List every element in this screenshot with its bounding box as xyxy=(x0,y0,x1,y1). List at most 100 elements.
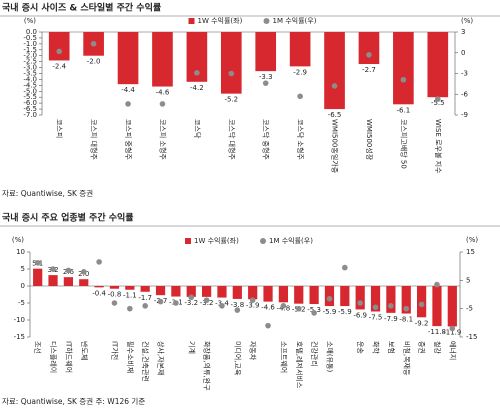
data-label: -6.1 xyxy=(397,106,411,114)
y2-tick-label: 0 xyxy=(461,49,465,57)
bar xyxy=(155,286,166,296)
bar xyxy=(355,286,365,310)
bar xyxy=(125,286,135,290)
y-tick-label: 10 xyxy=(16,248,25,256)
data-label: -4.4 xyxy=(121,86,135,94)
y-tick-label: -1.5 xyxy=(23,46,37,54)
bar xyxy=(48,32,70,61)
data-label: -2.4 xyxy=(52,62,66,70)
bar xyxy=(386,286,396,313)
dot xyxy=(228,70,235,77)
chart-title: 국내 증시 사이즈 & 스타일별 주간 수익률 xyxy=(2,2,161,14)
dot xyxy=(403,305,410,312)
dot xyxy=(203,297,210,303)
y-tick-label: -5.5 xyxy=(23,93,37,101)
x-tick-label: WMI500성장 xyxy=(365,119,374,161)
y-tick-label: -2.0 xyxy=(23,52,37,60)
data-label: -5.9 xyxy=(338,308,352,316)
x-tick-label: 코스피 대형주 xyxy=(90,119,99,160)
x-tick-label: 증권 xyxy=(418,341,426,354)
y-tick-label: -5.0 xyxy=(23,87,37,95)
y-tick-label: -7.0 xyxy=(23,111,37,119)
data-label: -5.5 xyxy=(431,99,445,107)
y-tick-label: -4.0 xyxy=(23,75,37,83)
data-label: -11.9 xyxy=(443,328,461,336)
x-tick-label: 코스닥 xyxy=(193,119,202,139)
x-tick-label: 미디어,교육 xyxy=(233,341,242,376)
data-label: -0.8 xyxy=(108,291,122,299)
dot xyxy=(80,269,87,275)
x-tick-label: 코스피고배당 50 xyxy=(399,119,408,169)
legend-swatch xyxy=(185,238,191,244)
dot xyxy=(65,267,72,274)
bar xyxy=(48,275,58,286)
dot xyxy=(388,303,394,309)
x-tick-label: 보험 xyxy=(387,341,395,354)
dot xyxy=(127,305,133,312)
bar xyxy=(186,32,208,82)
x-tick-label: WMI500동일가중 xyxy=(331,119,340,174)
y2-axis-unit: (%) xyxy=(466,236,478,244)
x-tick-label: 코스닥 대형주 xyxy=(227,119,236,160)
dot xyxy=(111,300,118,306)
bar xyxy=(358,32,380,65)
dot xyxy=(234,307,241,313)
y-tick-label: -2.5 xyxy=(23,58,37,66)
bar xyxy=(217,286,227,298)
bar xyxy=(152,32,173,87)
y-tick-label: -4.5 xyxy=(23,81,37,89)
x-tick-label: 자동차 xyxy=(249,341,258,361)
dot xyxy=(400,76,407,83)
chart-title: 국내 증시 주요 업종별 주간 수익률 xyxy=(2,212,134,224)
y2-tick-label: 5 xyxy=(466,276,470,284)
x-tick-label: 조선 xyxy=(34,341,43,354)
x-tick-label: 코스닥 중형주 xyxy=(262,119,271,160)
bar xyxy=(370,286,381,312)
data-label: -3.8 xyxy=(230,301,244,309)
bar xyxy=(186,286,196,297)
dot xyxy=(342,264,348,271)
y2-tick-label: -15 xyxy=(466,333,477,341)
bar xyxy=(324,32,345,110)
dot xyxy=(265,322,271,329)
bar xyxy=(278,286,288,303)
data-label: -6.9 xyxy=(353,311,367,319)
x-tick-label: 호텔,레저서비스 xyxy=(295,341,304,389)
x-tick-label: 화장품,의류,완구 xyxy=(203,341,212,391)
dot xyxy=(357,300,363,306)
bar xyxy=(171,286,181,297)
dot xyxy=(125,101,131,107)
legend-label: 1M 수익률(우) xyxy=(273,17,317,25)
dot xyxy=(449,325,456,332)
data-label: -11.8 xyxy=(428,328,446,336)
y-tick-label: 5 xyxy=(21,265,25,273)
x-tick-label: 코스피 중형주 xyxy=(124,119,133,160)
x-tick-label: 상사,자본재 xyxy=(157,341,166,375)
bar xyxy=(255,32,277,72)
bar xyxy=(427,32,449,98)
y-tick-label: -10 xyxy=(14,316,25,324)
dot xyxy=(56,48,63,55)
x-tick-label: 철강 xyxy=(433,341,442,354)
dot xyxy=(188,294,195,301)
dot xyxy=(366,52,372,58)
legend-swatch xyxy=(263,18,270,24)
bar xyxy=(263,286,273,302)
dot xyxy=(262,80,269,86)
x-tick-label: 건강관리 xyxy=(310,341,319,367)
data-label: -6.5 xyxy=(328,111,342,119)
dot xyxy=(297,93,303,100)
x-tick-label: 건설,건축관련 xyxy=(141,341,150,382)
x-tick-label: 기계 xyxy=(187,341,196,354)
data-label: -1.7 xyxy=(138,294,152,302)
x-tick-label: IT가전 xyxy=(110,341,119,360)
y-tick-label: -3.0 xyxy=(23,64,37,72)
data-label: -4.6 xyxy=(261,304,275,312)
y-tick-label: 0.0 xyxy=(26,28,37,36)
dot xyxy=(34,259,41,266)
dot xyxy=(434,281,440,288)
y-tick-label: -0.5 xyxy=(23,34,37,42)
dot xyxy=(372,304,379,311)
bar xyxy=(232,286,242,299)
data-label: -2.7 xyxy=(362,66,376,74)
